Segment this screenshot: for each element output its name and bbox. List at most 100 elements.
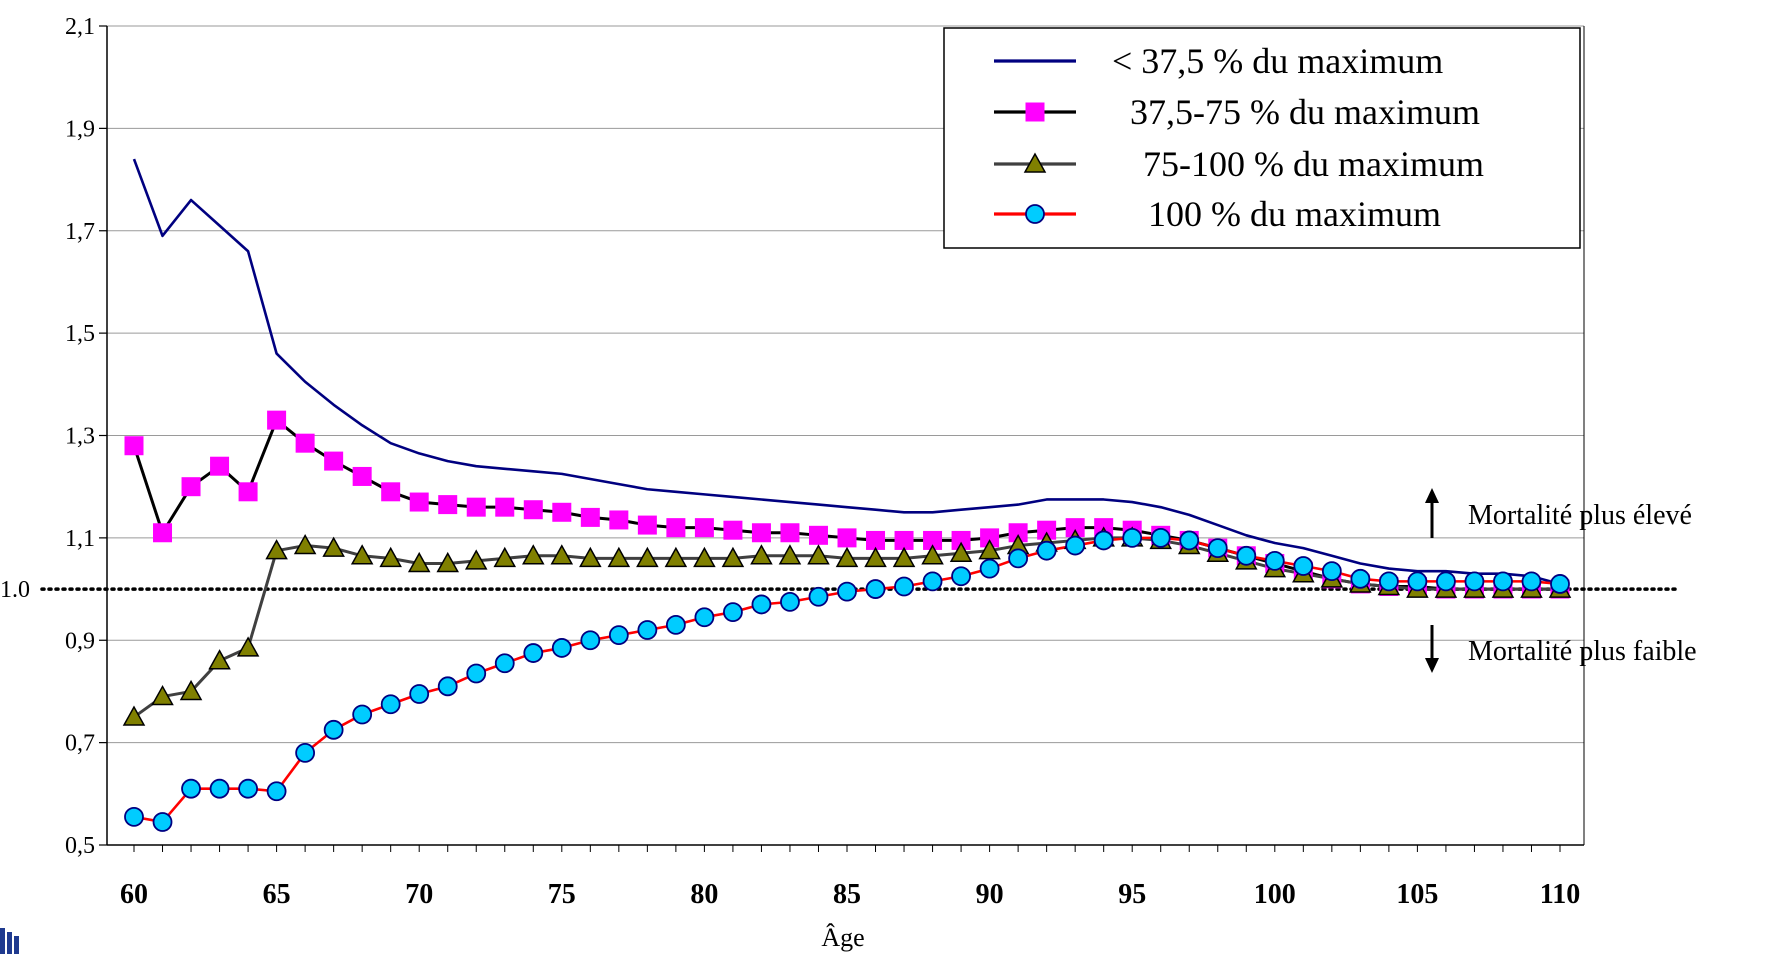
data-point-series-4	[125, 808, 143, 826]
data-point-series-4	[1437, 572, 1455, 590]
data-point-series-4	[1294, 557, 1312, 575]
data-point-series-4	[695, 608, 713, 626]
data-point-series-2	[325, 452, 343, 470]
data-point-series-2	[867, 531, 885, 549]
data-point-series-4	[524, 644, 542, 662]
y-tick-label: 0,5	[65, 833, 95, 859]
data-point-series-4	[895, 578, 913, 596]
x-axis-label: Âge	[821, 923, 864, 952]
data-point-series-2	[211, 457, 229, 475]
data-point-series-4	[182, 780, 200, 798]
data-point-series-4	[1209, 539, 1227, 557]
data-point-series-2	[838, 529, 856, 547]
data-point-series-4	[1380, 572, 1398, 590]
data-point-series-4	[325, 721, 343, 739]
data-point-series-2	[781, 524, 799, 542]
data-point-series-2	[695, 519, 713, 537]
data-point-series-4	[296, 744, 314, 762]
data-point-series-2	[268, 411, 286, 429]
data-point-series-4	[1038, 542, 1056, 560]
y-tick-label: 1,9	[65, 116, 95, 142]
y-tick-label: 1,1	[65, 526, 95, 552]
y-tick-label: 0,9	[65, 628, 95, 654]
data-point-series-4	[1408, 572, 1426, 590]
data-point-series-2	[382, 483, 400, 501]
data-point-series-4	[239, 780, 257, 798]
data-point-series-4	[353, 705, 371, 723]
data-point-series-4	[1323, 562, 1341, 580]
data-point-series-2	[724, 521, 742, 539]
data-point-series-4	[838, 583, 856, 601]
legend-label-2: 37,5-75 % du maximum	[1130, 92, 1480, 132]
data-point-series-4	[1237, 547, 1255, 565]
data-point-series-3	[210, 651, 230, 669]
data-point-series-4	[467, 665, 485, 683]
data-point-series-2	[182, 478, 200, 496]
data-point-series-2	[125, 437, 143, 455]
data-point-series-4	[1551, 575, 1569, 593]
data-point-series-4	[809, 588, 827, 606]
data-point-series-2	[496, 498, 514, 516]
arrow-down-icon	[1425, 658, 1439, 673]
data-point-series-4	[1266, 552, 1284, 570]
data-point-series-4	[1494, 572, 1512, 590]
data-point-series-2	[895, 531, 913, 549]
y-tick-label: 1,7	[65, 219, 95, 245]
legend-marker-2	[1026, 103, 1044, 121]
data-point-series-2	[809, 526, 827, 544]
data-point-series-4	[439, 677, 457, 695]
x-tick-label: 85	[833, 879, 861, 910]
x-tick-label: 75	[548, 879, 576, 910]
data-point-series-2	[154, 524, 172, 542]
data-point-series-4	[154, 813, 172, 831]
data-point-series-2	[667, 519, 685, 537]
data-point-series-2	[353, 467, 371, 485]
data-point-series-4	[638, 621, 656, 639]
x-tick-label: 100	[1254, 879, 1296, 910]
data-point-series-2	[524, 501, 542, 519]
data-point-series-2	[752, 524, 770, 542]
legend: < 37,5 % du maximum 37,5-75 % du maximum 7…	[944, 28, 1580, 248]
x-tick-label: 95	[1118, 879, 1146, 910]
markers-group	[124, 411, 1570, 831]
y-tick-label: 2,1	[65, 14, 95, 40]
data-point-series-4	[1123, 529, 1141, 547]
data-point-series-4	[1465, 572, 1483, 590]
reference-line-label: 1.0	[0, 577, 30, 603]
data-point-series-4	[867, 580, 885, 598]
y-tick-label: 1,5	[65, 321, 95, 347]
data-point-series-4	[1095, 531, 1113, 549]
data-point-series-2	[581, 508, 599, 526]
y-tick-label: 0,7	[65, 731, 95, 757]
data-point-series-4	[752, 595, 770, 613]
x-tick-label: 110	[1540, 879, 1580, 910]
x-tick-label: 90	[976, 879, 1004, 910]
series-group	[134, 159, 1560, 822]
data-point-series-4	[553, 639, 571, 657]
data-point-series-4	[610, 626, 628, 644]
legend-label-4: 100 % du maximum	[1148, 194, 1441, 234]
logo-icon	[0, 928, 19, 954]
data-point-series-2	[439, 496, 457, 514]
data-point-series-4	[581, 631, 599, 649]
data-point-series-4	[1152, 529, 1170, 547]
data-point-series-4	[924, 572, 942, 590]
data-point-series-4	[1522, 572, 1540, 590]
data-point-series-4	[667, 616, 685, 634]
x-tick-label: 60	[120, 879, 148, 910]
data-point-series-4	[268, 782, 286, 800]
data-point-series-3	[124, 707, 144, 725]
data-point-series-2	[467, 498, 485, 516]
data-point-series-4	[410, 685, 428, 703]
x-tick-label: 70	[405, 879, 433, 910]
y-tick-label: 1,3	[65, 424, 95, 450]
annotation-higher-mortality: Mortalité plus élevé	[1468, 500, 1692, 531]
data-point-series-4	[1009, 549, 1027, 567]
x-tick-label: 80	[690, 879, 718, 910]
data-point-series-4	[1180, 531, 1198, 549]
x-tick-label: 105	[1396, 879, 1438, 910]
data-point-series-4	[1066, 537, 1084, 555]
data-point-series-4	[496, 654, 514, 672]
data-point-series-4	[981, 560, 999, 578]
